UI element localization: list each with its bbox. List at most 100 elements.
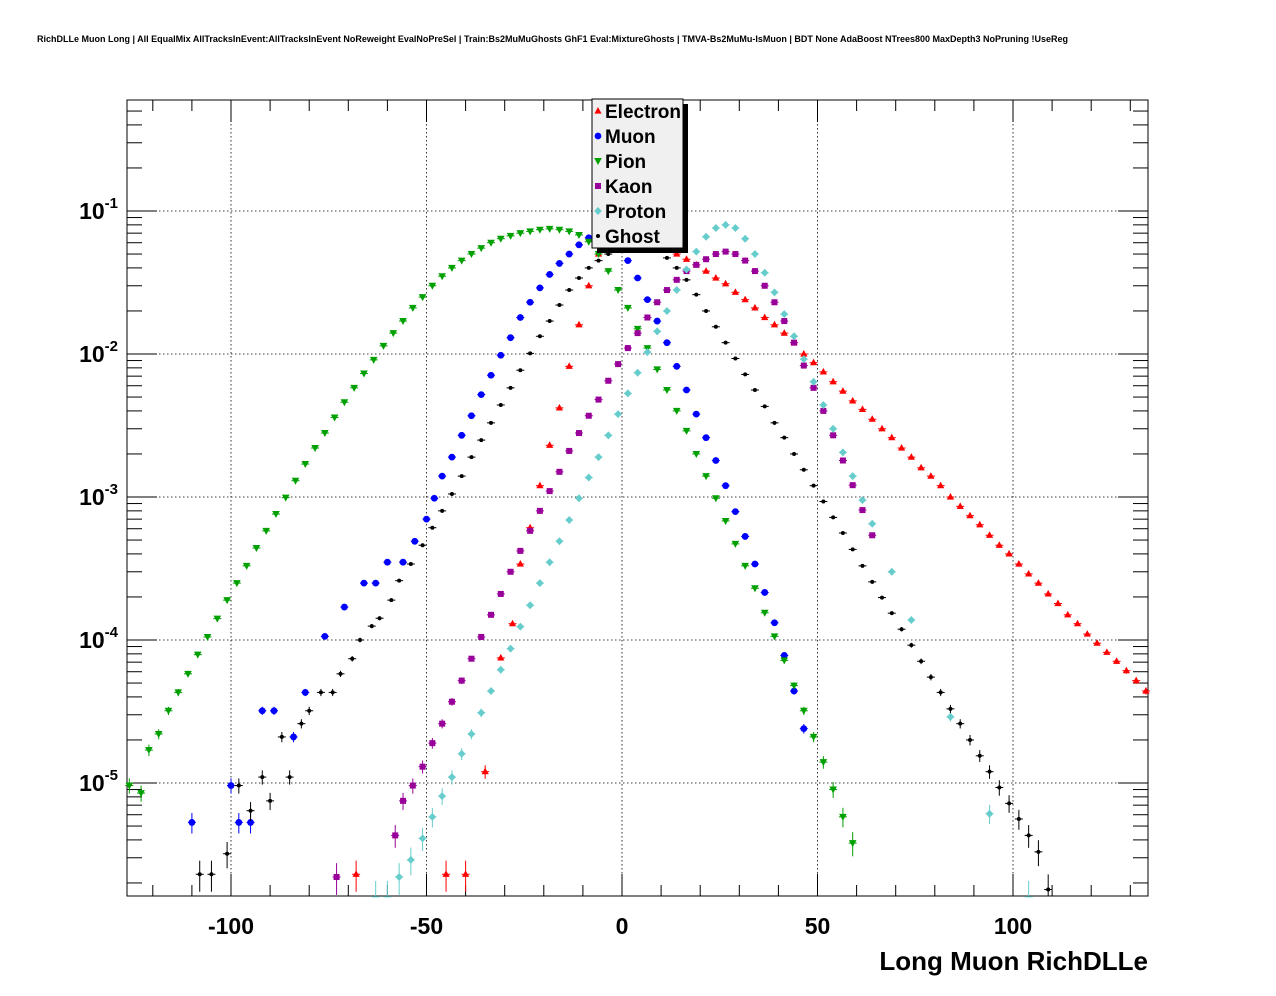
series-ghost: [195, 241, 1053, 896]
data-point: [565, 362, 574, 369]
data-point: [741, 295, 750, 303]
marker-circle: [268, 798, 273, 803]
data-point: [1122, 666, 1131, 674]
marker-circle: [546, 271, 554, 278]
data-point: [1044, 589, 1053, 597]
data-point: [555, 537, 564, 546]
marker-triangle-down: [721, 517, 730, 525]
data-point: [369, 356, 378, 364]
data-point: [633, 368, 642, 377]
marker-circle: [468, 412, 475, 420]
data-point: [731, 288, 740, 295]
data-point: [711, 251, 720, 258]
data-point: [936, 688, 945, 697]
data-point: [623, 345, 632, 352]
marker-diamond: [575, 494, 583, 503]
marker-circle: [536, 284, 544, 292]
data-point: [750, 388, 759, 393]
data-point: [574, 275, 583, 280]
marker-triangle-down: [174, 689, 183, 697]
data-point: [496, 665, 505, 674]
data-point: [702, 308, 711, 313]
data-point: [1014, 559, 1023, 567]
marker-triangle-down: [242, 562, 251, 570]
data-point: [1141, 686, 1150, 695]
data-point: [741, 372, 750, 377]
data-point: [535, 226, 544, 234]
marker-circle: [889, 611, 894, 616]
data-point: [623, 304, 632, 312]
data-point: [1083, 630, 1092, 637]
data-point: [623, 389, 632, 398]
data-point: [395, 863, 404, 895]
marker-circle: [384, 558, 391, 566]
marker-square: [517, 547, 524, 554]
data-point: [878, 424, 887, 432]
marker-circle: [197, 872, 202, 877]
marker-circle: [430, 494, 438, 502]
data-point: [297, 719, 306, 729]
marker-circle: [704, 308, 709, 313]
marker-square: [820, 407, 827, 414]
data-point: [246, 802, 255, 821]
data-point: [780, 435, 789, 440]
marker-triangle-down: [252, 544, 261, 552]
marker-circle: [772, 420, 777, 425]
marker-circle: [850, 547, 855, 552]
data-point: [1053, 599, 1062, 607]
data-point: [379, 342, 388, 350]
marker-circle: [477, 391, 485, 399]
data-point: [887, 567, 896, 576]
data-point: [574, 241, 583, 249]
marker-triangle-down: [545, 225, 554, 233]
marker-triangle-up: [682, 255, 691, 262]
data-point: [838, 807, 847, 828]
marker-diamond: [858, 496, 867, 505]
data-point: [438, 273, 447, 281]
marker-circle: [188, 819, 196, 826]
marker-circle: [507, 334, 514, 342]
marker-square: [654, 299, 661, 306]
marker-triangle-down: [137, 790, 145, 798]
marker-triangle-up: [1132, 676, 1140, 684]
data-point: [760, 268, 769, 277]
marker-square: [634, 330, 641, 337]
data-point: [682, 427, 691, 435]
marker-circle: [338, 671, 343, 676]
marker-diamond: [839, 448, 847, 457]
data-point: [508, 619, 517, 627]
data-point: [731, 356, 740, 361]
marker-circle: [899, 627, 904, 632]
data-point: [477, 245, 486, 253]
marker-square: [693, 261, 700, 268]
x-axis-title: Long Muon RichDLLe: [879, 946, 1148, 976]
data-point: [838, 387, 847, 394]
data-point: [643, 348, 652, 357]
data-point: [428, 282, 437, 290]
data-point: [819, 499, 828, 504]
marker-triangle-down: [809, 733, 818, 741]
data-point: [848, 472, 857, 481]
data-point: [487, 239, 496, 247]
marker-triangle-up: [1034, 579, 1043, 586]
marker-triangle-up: [897, 444, 906, 451]
data-point: [1102, 648, 1111, 655]
marker-circle: [606, 252, 611, 257]
marker-circle: [479, 438, 484, 443]
legend-box: [591, 98, 684, 249]
marker-circle: [831, 515, 836, 520]
marker-circle: [1036, 849, 1041, 854]
data-point: [289, 731, 298, 743]
data-point: [975, 520, 984, 528]
data-point: [305, 706, 314, 716]
data-point: [367, 624, 376, 629]
data-point: [418, 294, 427, 302]
marker-diamond: [584, 473, 593, 482]
marker-triangle-down: [506, 232, 515, 240]
data-point: [1034, 840, 1043, 867]
data-point: [506, 385, 515, 390]
data-point: [350, 384, 359, 392]
data-point: [662, 306, 671, 315]
marker-diamond: [633, 368, 642, 377]
marker-triangle-up: [956, 502, 964, 509]
